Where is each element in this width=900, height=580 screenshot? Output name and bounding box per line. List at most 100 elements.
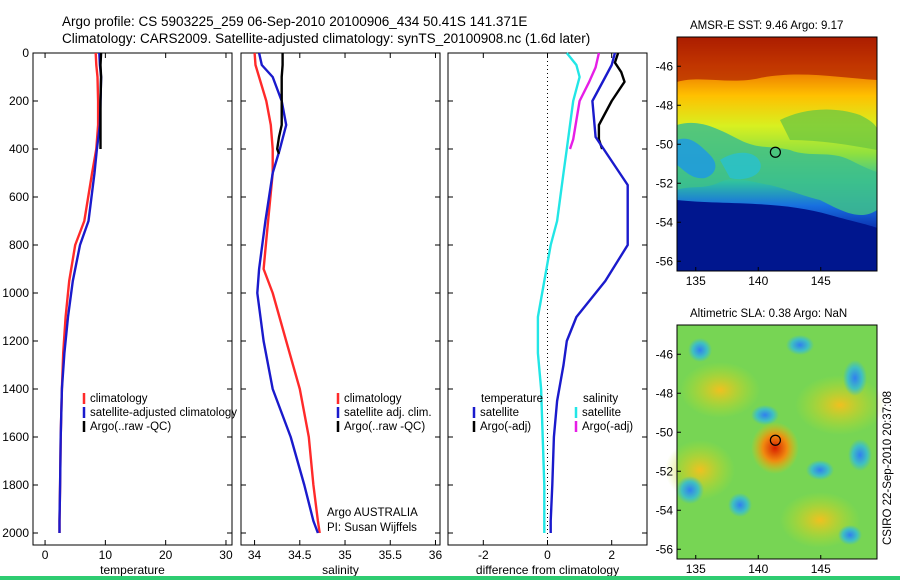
x-axis-label: temperature [100,563,165,577]
annotation-text: Argo AUSTRALIA [327,507,418,519]
sst-eddy-2 [720,152,761,180]
y-tick-label: -46 [656,59,674,73]
sla-cold-spot [676,476,704,504]
sla-cold-spot [728,493,752,517]
y-tick-label: 1000 [2,286,29,300]
y-tick-label: -56 [656,254,674,268]
series-line [568,52,601,150]
series-line [99,52,103,149]
x-tick-label: 135 [686,274,706,288]
y-tick-label: 1600 [2,430,29,444]
x-tick-label: 0 [544,548,551,562]
legend-label: satellite [582,407,621,419]
legend-label: Argo(..raw -QC) [90,421,171,433]
y-tick-label: -46 [656,347,674,361]
sst-deep-cold [677,200,877,271]
annotation-text: PI: Susan Wijffels [327,522,417,534]
legend-label: climatology [90,393,148,405]
plot-frame [32,52,233,546]
temperature-panel: 0 200 400 600 800 1000 1200 1400 1600 1800 2000 0 10… [2,46,237,577]
series-line [549,52,629,533]
legend-title: temperature [481,393,543,405]
series-line [597,52,626,150]
side-label: CSIRO 22-Sep-2010 20:37:08 [882,391,894,545]
series-line [58,52,100,533]
x-axis-label: salinity [322,563,359,577]
y-tick-label: -56 [656,542,674,556]
sla-cold-spot [786,335,814,355]
x-tick-label: 34 [248,548,262,562]
sla-title: Altimetric SLA: 0.38 Argo: NaN [690,308,847,320]
bottom-bar [0,576,900,580]
y-tick-label: -48 [656,386,674,400]
series-line [276,53,284,155]
x-tick-label: 145 [811,562,831,576]
sst-axes: 135 140 145 -46 -48 -50 -52 -54 -56 [656,36,878,288]
y-tick-label: -50 [656,137,674,151]
x-tick-label: 135 [686,562,706,576]
header-line1: Argo profile: CS 5903225_259 06-Sep-2010… [62,14,527,29]
y-tick-label: 1800 [2,478,29,492]
y-tick-label: 400 [9,142,29,156]
y-tick-label: 0 [22,46,29,60]
legend-label: Argo(-adj) [480,421,531,433]
x-tick-label: 35 [338,548,352,562]
x-tick-label: 0 [42,548,49,562]
sla-cold-spot [688,338,712,362]
series-line [536,52,581,533]
x-tick-label: 30 [219,548,233,562]
y-tick-label: 200 [9,94,29,108]
series-line [256,52,320,534]
sla-blob [795,375,885,435]
y-tick-label: -52 [656,176,674,190]
sla-cold-spot [751,405,779,425]
legend-label: satellite adj. clim. [344,407,432,419]
y-tick-label: -52 [656,464,674,478]
y-tick-label: 2000 [2,526,29,540]
y-tick-label: 600 [9,190,29,204]
sla-cold-spot [848,439,872,471]
x-tick-label: 35.5 [379,548,403,562]
sst-warm-band [677,37,877,82]
x-tick-label: 140 [748,562,768,576]
y-tick-label: 800 [9,238,29,252]
header-line2: Climatology: CARS2009. Satellite-adjuste… [62,31,590,46]
legend-label: satellite [480,407,519,419]
x-tick-label: 20 [159,548,173,562]
x-tick-label: 145 [811,274,831,288]
sla-cold-spot [838,525,862,545]
plot-frame [447,52,648,546]
legend-label: satellite-adjusted climatology [90,407,237,419]
sla-axes: 135 140 145 -46 -48 -50 -52 -54 -56 [656,324,878,576]
x-tick-label: -2 [478,548,489,562]
y-tick-label: -50 [656,425,674,439]
y-tick-label: -54 [656,215,674,229]
legend-label: climatology [344,393,402,405]
sla-blob [680,362,760,418]
sla-map [665,325,885,559]
argo-marker [769,146,781,158]
x-tick-label: 36 [429,548,443,562]
argo-marker [769,434,781,446]
y-tick-label: 1200 [2,334,29,348]
sst-front-band [677,122,877,216]
y-tick-label: -48 [656,98,674,112]
x-tick-label: 34.5 [288,548,312,562]
legend-title: salinity [583,393,618,405]
sst-title: AMSR-E SST: 9.46 Argo: 9.17 [690,20,843,32]
x-tick-label: 2 [608,548,615,562]
sst-cold-eddy [677,138,716,179]
x-axis-label: difference from climatology [476,563,619,577]
sla-warm-spot [751,422,799,474]
legend-label: Argo(..raw -QC) [344,421,425,433]
sst-mid-band [780,109,877,150]
plot-frame [240,52,441,546]
series-line [253,52,321,534]
legend-label: Argo(-adj) [582,421,633,433]
salinity-panel: 34 34.5 35 35.5 36 salinity climatology satelli… [240,52,443,577]
x-tick-label: 10 [99,548,113,562]
map-frame [676,36,878,272]
y-tick-label: 1400 [2,382,29,396]
